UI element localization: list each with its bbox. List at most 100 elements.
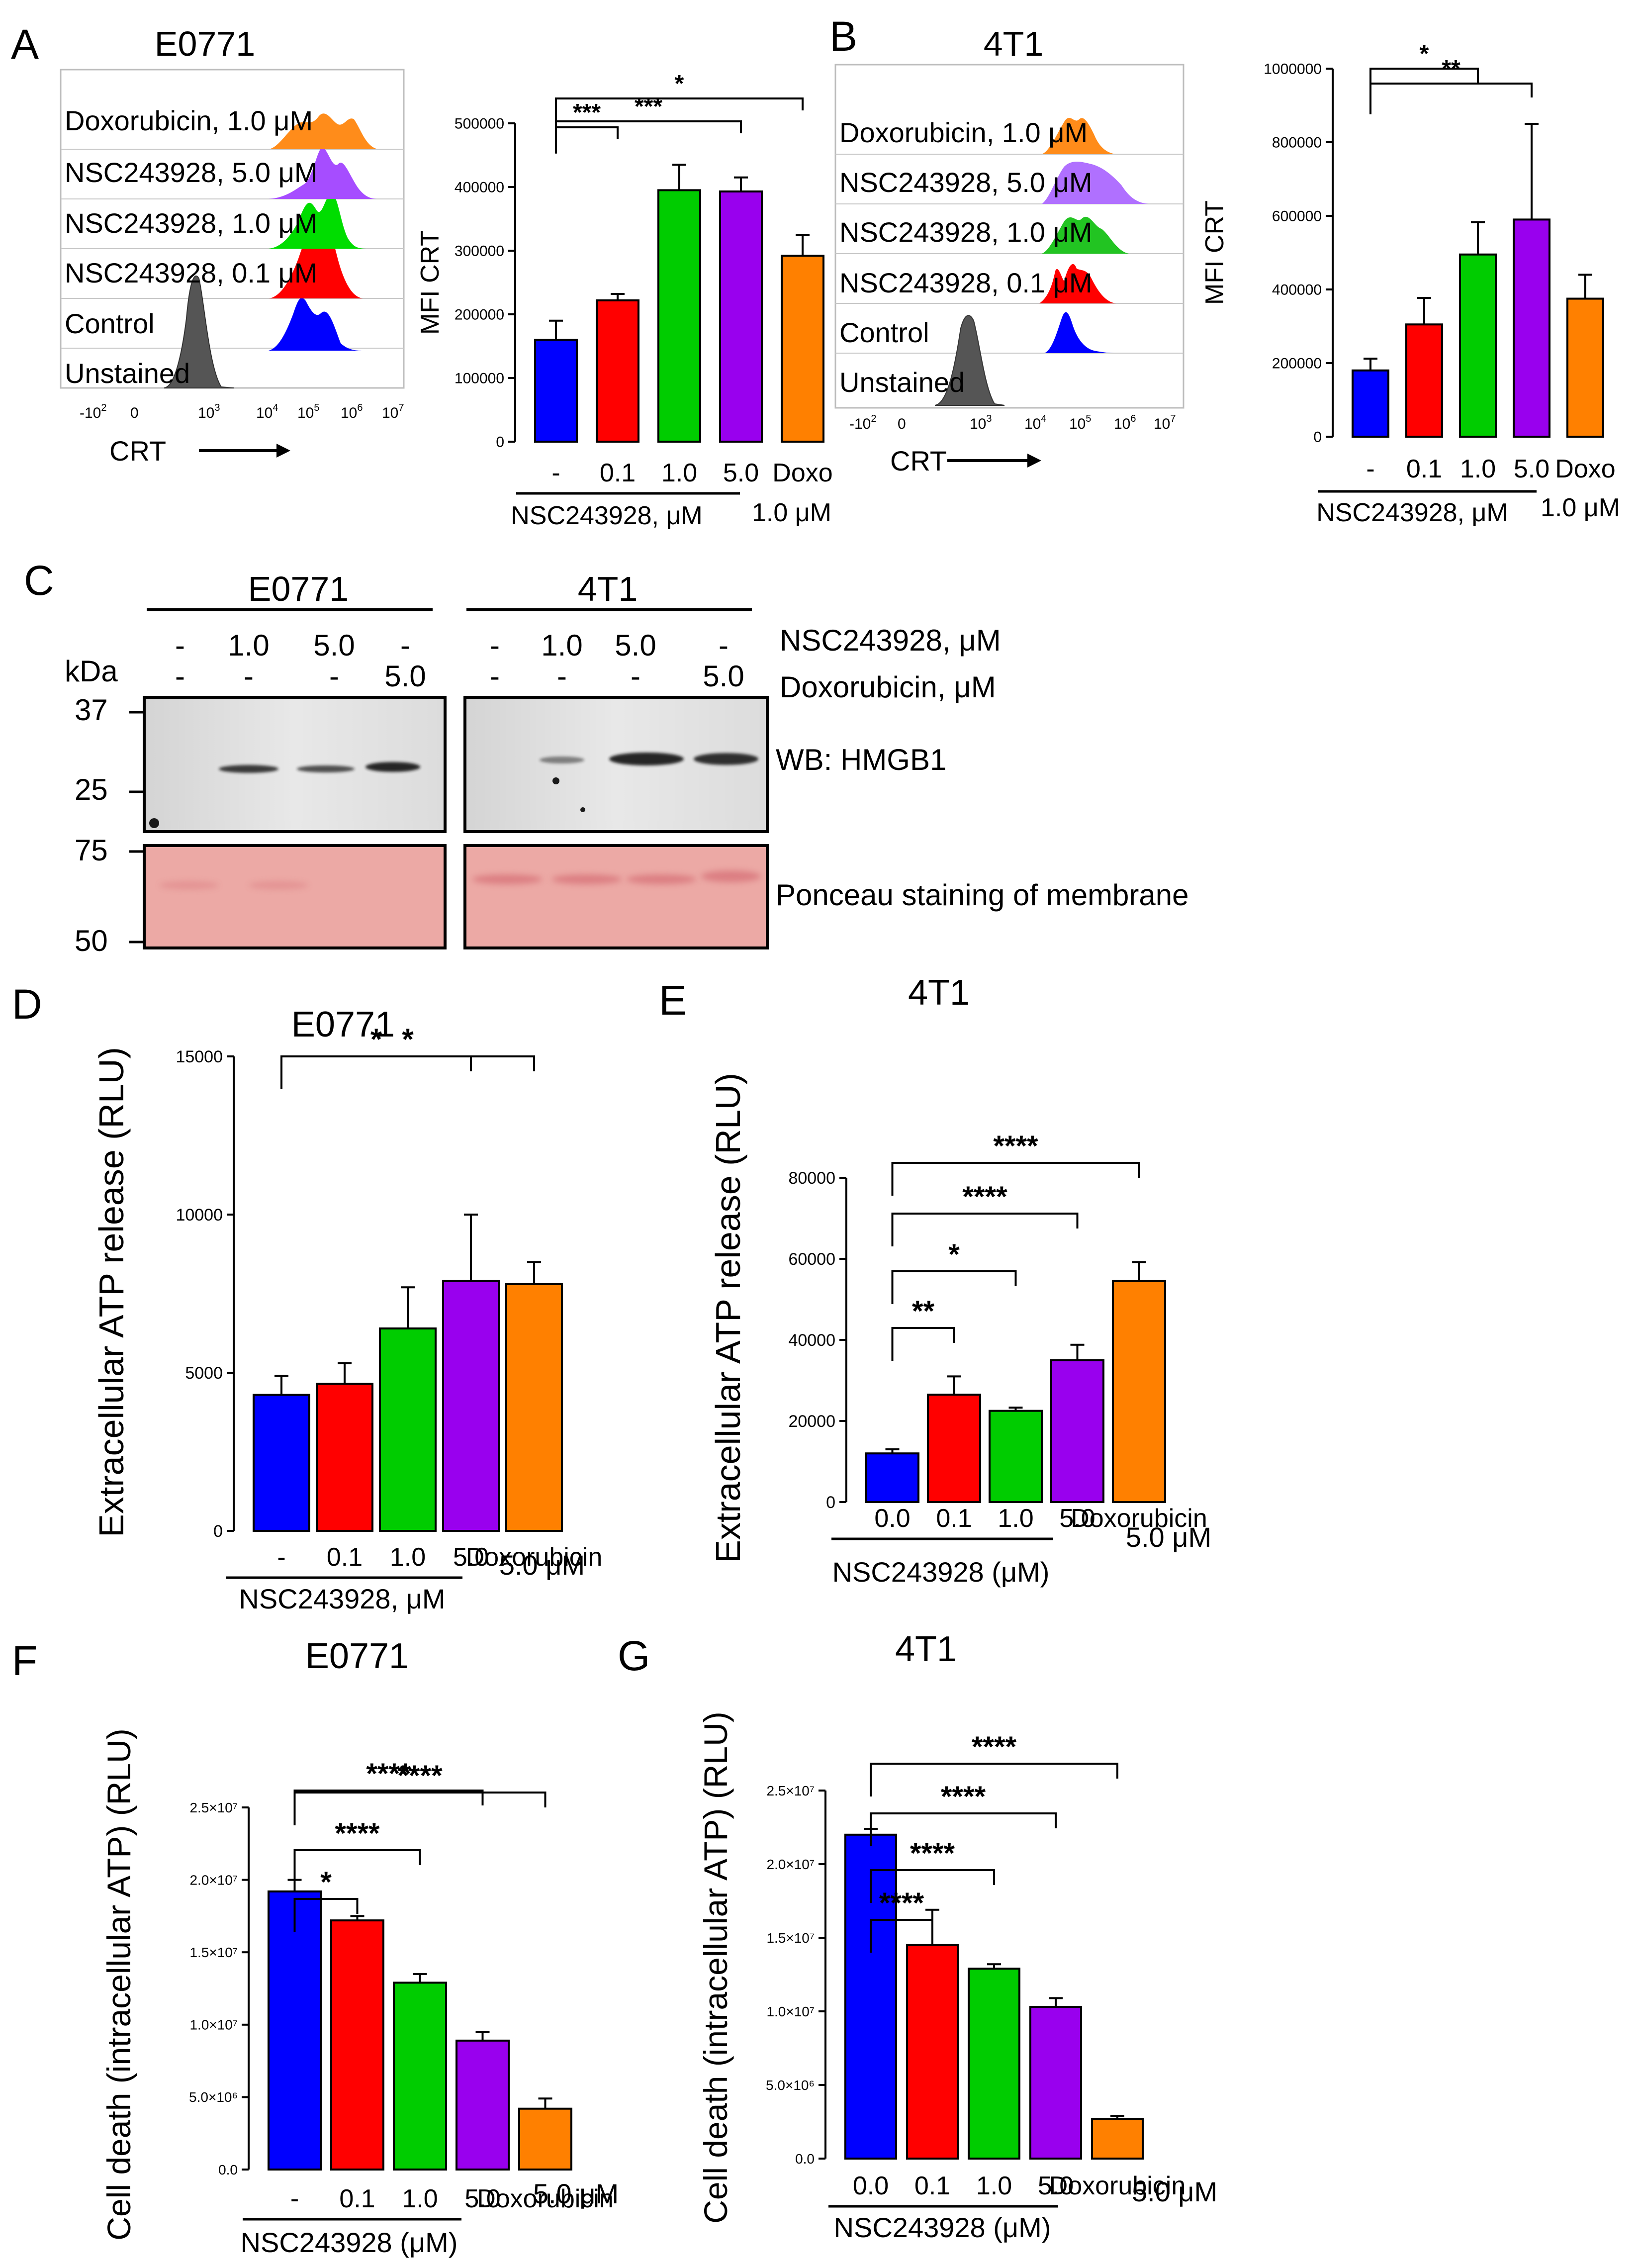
hist-tick: 107 — [1154, 413, 1176, 432]
y-tick-label: 400000 — [1272, 282, 1322, 298]
bar — [781, 255, 824, 443]
significance-bracket — [891, 1162, 1140, 1196]
y-tick-label: 2.0×10⁷ — [766, 1857, 815, 1872]
y-tick-label: 2.5×10⁷ — [189, 1800, 238, 1815]
y-tick-label: 5.0×10⁶ — [189, 2089, 238, 2105]
bar — [865, 1452, 919, 1503]
panel-a-histogram: A E0771 Doxorubicin, 1.0 μM NSC243928, 5… — [11, 21, 405, 467]
y-tick-label: 0 — [496, 434, 504, 451]
significance-label: **** — [910, 1837, 955, 1870]
y-tick-label: 100000 — [455, 371, 504, 387]
significance-label: * — [402, 1023, 414, 1056]
chart-e-extracellular-atp: 4T1 0 20000 40000 60000 80000 Extracellular AT… — [709, 973, 1211, 1588]
lane-label: 5.0 — [615, 629, 656, 662]
lane-label: 5.0 — [313, 629, 355, 662]
bar — [1352, 369, 1389, 438]
y-tick-label: 200000 — [1272, 356, 1322, 372]
row-label-control: Control — [839, 317, 929, 348]
significance-label: * — [948, 1238, 960, 1271]
ponceau-bands — [159, 870, 761, 889]
x-category-label: - — [1366, 455, 1374, 483]
lane-label: - — [490, 660, 500, 693]
bar — [1050, 1359, 1104, 1503]
group-label-e0771: E0771 — [248, 569, 349, 608]
bar — [719, 190, 763, 443]
row-label-nsc-1-0: NSC243928, 1.0 μM — [65, 207, 318, 239]
y-axis-label: Extracellular ATP release (RLU) — [92, 1047, 131, 1537]
significance-label: * — [1420, 41, 1429, 67]
x-category-label: Doxo — [772, 459, 832, 487]
histogram-peak-nsc-1-0 — [1042, 216, 1129, 254]
bar — [906, 1944, 959, 2160]
hist-x-label: CRT — [890, 445, 947, 476]
x-category-label: 0.0 — [853, 2172, 889, 2200]
bar — [268, 1890, 322, 2171]
row-label-nsc-0-1: NSC243928, 0.1 μM — [839, 267, 1093, 298]
significance-label: * — [370, 1023, 382, 1056]
x-category-label: 0.1 — [1406, 455, 1442, 483]
bar — [1513, 218, 1550, 438]
significance-bracket — [555, 126, 619, 154]
x-category-label: 0.1 — [600, 459, 636, 487]
extra-dose-label: 1.0 μM — [1541, 493, 1620, 522]
x-axis-label: NSC243928, μM — [1316, 498, 1508, 527]
lane-label: - — [244, 660, 254, 693]
chart-f-cell-death: E0771 0.0 5.0×10⁶ 1.0×10⁷ 1.5×10⁷ 2.0×10⁷ 2.5×… — [100, 1636, 619, 2258]
chart-b-mfi-crt: 0 200000 400000 600000 800000 1000000 MFI CRT -… — [1200, 41, 1620, 527]
chart-title: 4T1 — [895, 1629, 957, 1669]
panel-letter-f: F — [12, 1637, 37, 1684]
histogram-row-labels: Doxorubicin, 1.0 μM NSC243928, 5.0 μM NS… — [839, 117, 1093, 398]
significance-bracket — [870, 1812, 1057, 1846]
bar — [596, 299, 639, 443]
y-tick-label: 10000 — [176, 1206, 223, 1225]
y-tick-label: 200000 — [455, 307, 504, 323]
y-axis-label: Cell death (intracellular ATP) (RLU) — [697, 1711, 734, 2223]
y-tick-label: 5.0×10⁶ — [766, 2078, 815, 2093]
x-category-label: 1.0 — [661, 459, 697, 487]
histogram-peak-control — [269, 297, 363, 351]
row-label-control: Control — [65, 308, 155, 339]
ponceau-membrane-4t1 — [463, 844, 769, 949]
lane-label: - — [175, 660, 185, 693]
lane-label: - — [175, 629, 185, 662]
x-category-label: 5.0 — [453, 1543, 489, 1572]
significance-bracket — [280, 1055, 535, 1089]
bar — [330, 1919, 384, 2171]
panel-letter-e: E — [659, 977, 687, 1024]
significance-bracket — [293, 1790, 484, 1823]
chart-title: E0771 — [291, 1005, 395, 1044]
y-axis-label: MFI CRT — [416, 230, 445, 335]
mw-marker-25: 25 — [75, 773, 108, 806]
significance-bracket — [280, 1055, 472, 1089]
hist-tick: 106 — [1114, 413, 1136, 432]
hist-tick: 104 — [256, 402, 278, 421]
extra-dose-label: 1.0 μM — [752, 498, 831, 527]
x-category-label: 1.0 — [390, 1543, 426, 1572]
y-tick-label: 1.5×10⁷ — [189, 1945, 238, 1960]
hist-tick: 0 — [130, 405, 139, 421]
x-category-label: 5.0 — [1059, 1504, 1095, 1533]
panel-letter-a: A — [11, 21, 39, 68]
mw-marker-75: 75 — [75, 834, 108, 867]
bar — [927, 1394, 981, 1503]
panel-c-western-blot: C E0771 4T1 - 1.0 5.0 - - 1.0 5.0 - - - … — [24, 557, 1189, 957]
y-tick-label: 800000 — [1272, 135, 1322, 151]
lane-label: - — [490, 629, 500, 662]
bar — [505, 1283, 563, 1532]
histogram-peak-doxorubicin — [1042, 117, 1116, 154]
lane-label: 5.0 — [384, 660, 426, 693]
lane-label: - — [719, 629, 729, 662]
panel-b-title: 4T1 — [984, 24, 1044, 63]
significance-bracket — [555, 120, 742, 148]
hist-tick: 0 — [898, 416, 906, 432]
hist-tick: 103 — [198, 402, 220, 421]
histogram-peak-unstained — [934, 315, 1005, 406]
bar — [379, 1327, 437, 1532]
significance-label: * — [675, 71, 684, 97]
wb-hmgb1-label: WB: HMGB1 — [776, 743, 946, 776]
significance-bracket — [1369, 83, 1533, 114]
significance-label: **** — [941, 1781, 986, 1813]
bar — [1405, 323, 1443, 438]
extra-dose-label: 5.0 μM — [499, 1549, 585, 1581]
